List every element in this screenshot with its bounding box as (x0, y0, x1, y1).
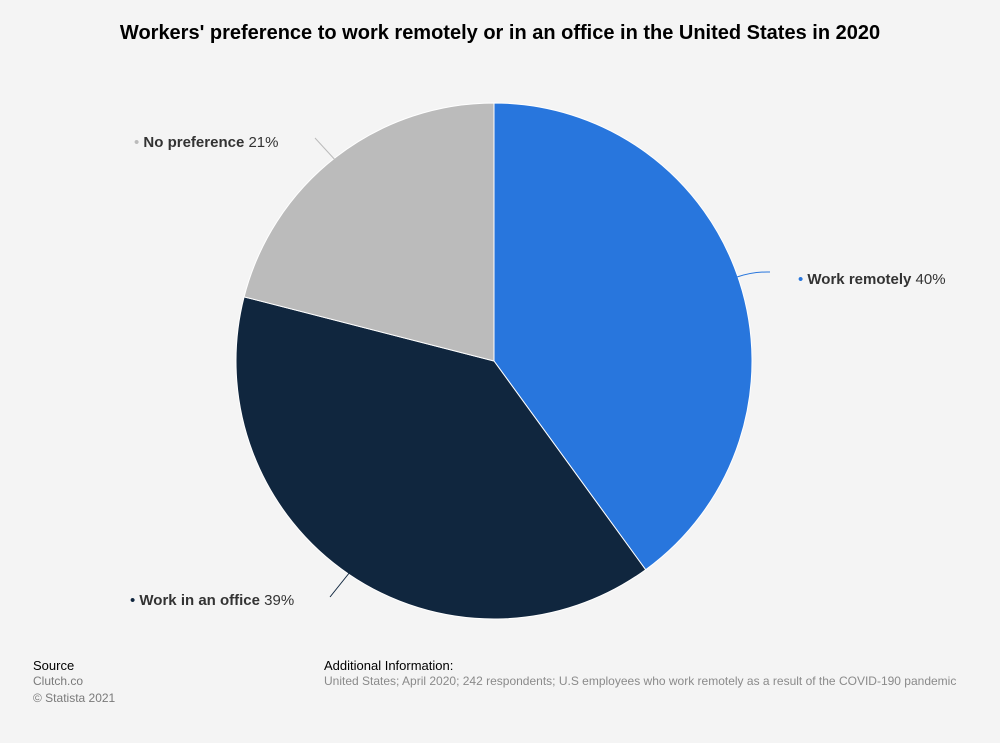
additional-info-title: Additional Information: (324, 658, 454, 673)
slice-label: • No preference 21% (134, 134, 279, 151)
legend-bullet-icon: • (798, 271, 807, 288)
slice-label-value: 21% (248, 134, 278, 151)
source-block: Source Clutch.co © Statista 2021 (33, 658, 115, 707)
slice-label: • Work in an office 39% (130, 592, 294, 609)
legend-bullet-icon: • (134, 134, 143, 151)
copyright: © Statista 2021 (33, 691, 116, 705)
additional-info-text: United States; April 2020; 242 responden… (324, 674, 957, 688)
slice-label-name: Work remotely (807, 271, 915, 288)
legend-bullet-icon: • (130, 592, 139, 609)
leader-line (314, 137, 338, 163)
slice-label-value: 40% (916, 271, 946, 288)
leader-line (329, 571, 351, 598)
source-name[interactable]: Clutch.co (33, 674, 84, 688)
pie-slice-work-in-an-office[interactable] (235, 296, 647, 620)
source-title: Source (33, 658, 75, 673)
slice-label: • Work remotely 40% (798, 271, 946, 288)
pie-slice-no-preference[interactable] (243, 102, 495, 362)
slice-label-name: Work in an office (139, 592, 264, 609)
slice-label-name: No preference (143, 134, 248, 151)
chart-title: Workers' preference to work remotely or … (119, 22, 881, 44)
pie-slice-work-remotely[interactable] (493, 102, 753, 571)
leader-line (736, 271, 771, 278)
additional-info-block: Additional Information: United States; A… (324, 658, 956, 690)
slice-label-value: 39% (264, 592, 294, 609)
